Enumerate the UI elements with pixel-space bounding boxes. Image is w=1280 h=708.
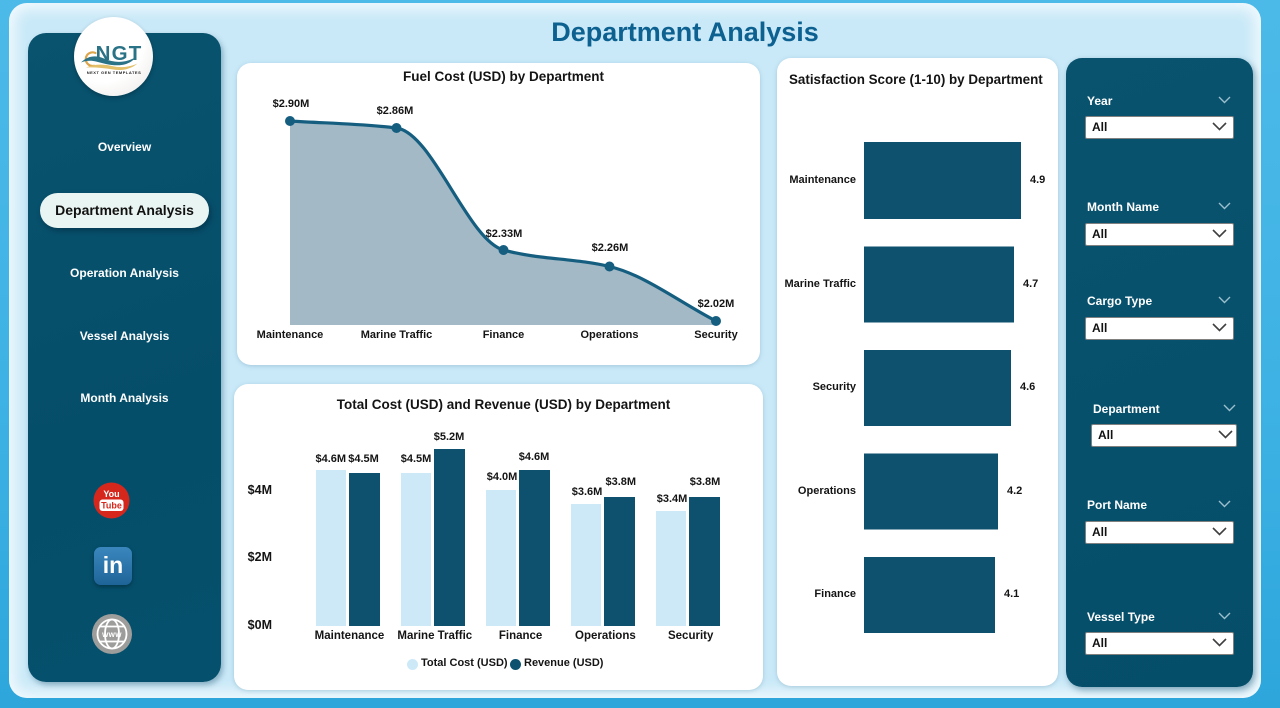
svg-text:NGT: NGT (96, 42, 143, 65)
svg-text:www: www (101, 630, 122, 639)
svg-text:NEXT GEN TEMPLATES: NEXT GEN TEMPLATES (87, 70, 141, 75)
svg-text:Tube: Tube (101, 501, 122, 511)
svg-text:You: You (103, 489, 119, 499)
